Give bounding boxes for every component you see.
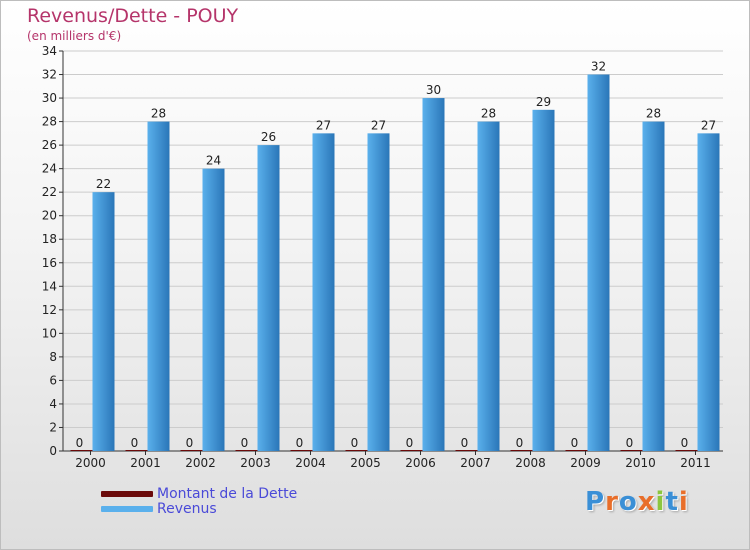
x-tick-label: 2011 [680, 456, 711, 470]
x-tick-label: 2001 [130, 456, 161, 470]
data-label-dette: 0 [681, 436, 689, 450]
legend-item-revenus: Revenus [101, 501, 217, 517]
bar-dette [620, 450, 643, 451]
data-label-revenus: 32 [591, 60, 606, 74]
bar-dette [455, 450, 478, 451]
bar-dette [180, 450, 203, 451]
y-tick-label: 12 [42, 303, 57, 317]
y-tick-label: 2 [49, 420, 57, 434]
data-label-dette: 0 [296, 436, 304, 450]
logo-letter: i [655, 487, 666, 517]
y-tick-label: 8 [49, 350, 57, 364]
bar-revenus [367, 133, 390, 451]
y-tick-label: 26 [42, 138, 57, 152]
x-tick-label: 2008 [515, 456, 546, 470]
bar-dette [565, 450, 588, 451]
legend-swatch-revenus [101, 506, 153, 512]
data-label-dette: 0 [626, 436, 634, 450]
bar-dette [70, 450, 93, 451]
chart-subtitle: (en milliers d'€) [27, 29, 122, 43]
legend-label-revenus: Revenus [157, 501, 217, 517]
data-label-revenus: 26 [261, 130, 276, 144]
data-label-dette: 0 [571, 436, 579, 450]
data-label-dette: 0 [241, 436, 249, 450]
y-tick-label: 14 [42, 279, 57, 293]
data-label-revenus: 22 [96, 177, 111, 191]
data-label-revenus: 27 [316, 118, 331, 132]
bar-dette [345, 450, 368, 451]
x-tick-label: 2002 [185, 456, 216, 470]
data-label-revenus: 27 [701, 118, 716, 132]
bar-dette [235, 450, 258, 451]
y-tick-label: 18 [42, 232, 57, 246]
y-tick-label: 24 [42, 162, 57, 176]
y-tick-label: 22 [42, 185, 57, 199]
x-tick-label: 2006 [405, 456, 436, 470]
data-label-revenus: 28 [151, 107, 166, 121]
bar-revenus [147, 121, 170, 452]
y-tick-label: 32 [42, 68, 57, 82]
bar-dette [675, 450, 698, 451]
logo-letter: P [585, 487, 606, 517]
data-label-dette: 0 [76, 436, 84, 450]
data-label-revenus: 28 [481, 107, 496, 121]
bar-revenus [587, 74, 610, 451]
bar-revenus [257, 145, 280, 451]
x-tick-label: 2004 [295, 456, 326, 470]
data-label-revenus: 28 [646, 107, 661, 121]
legend-swatch-dette [101, 491, 153, 497]
legend-label-dette: Montant de la Dette [157, 486, 298, 502]
proxiti-logo: Proxiti [585, 487, 689, 517]
chart-title: Revenus/Dette - POUY [27, 5, 239, 27]
y-tick-label: 0 [49, 444, 57, 458]
logo-letter: t [665, 487, 679, 517]
x-tick-label: 2009 [570, 456, 601, 470]
bar-dette [400, 450, 423, 451]
x-tick-label: 2003 [240, 456, 271, 470]
y-tick-label: 20 [42, 209, 57, 223]
data-label-dette: 0 [131, 436, 139, 450]
y-tick-label: 10 [42, 326, 57, 340]
logo-letter: o [618, 487, 638, 517]
logo-letter: i [678, 487, 689, 517]
x-tick-label: 2000 [75, 456, 106, 470]
logo-letter: x [637, 487, 656, 517]
bar-dette [125, 450, 148, 451]
y-tick-label: 6 [49, 373, 57, 387]
bar-revenus [92, 192, 115, 452]
bar-revenus [202, 168, 225, 451]
x-tick-label: 2007 [460, 456, 491, 470]
bar-revenus [422, 98, 445, 451]
logo-letter: r [605, 487, 619, 517]
data-label-revenus: 30 [426, 83, 441, 97]
bar-revenus [312, 133, 335, 451]
y-tick-label: 30 [42, 91, 57, 105]
legend-item-dette: Montant de la Dette [101, 486, 297, 502]
y-tick-label: 34 [42, 44, 57, 58]
bar-dette [290, 450, 313, 451]
bar-dette [510, 450, 533, 451]
bar-revenus [642, 121, 665, 452]
x-tick-label: 2005 [350, 456, 381, 470]
y-tick-label: 28 [42, 115, 57, 129]
data-label-dette: 0 [186, 436, 194, 450]
data-label-revenus: 29 [536, 95, 551, 109]
bar-revenus [477, 121, 500, 452]
data-label-dette: 0 [406, 436, 414, 450]
data-label-dette: 0 [351, 436, 359, 450]
y-tick-label: 4 [49, 397, 57, 411]
data-label-dette: 0 [461, 436, 469, 450]
data-label-revenus: 27 [371, 118, 386, 132]
y-tick-label: 16 [42, 256, 57, 270]
data-label-dette: 0 [516, 436, 524, 450]
x-tick-label: 2010 [625, 456, 656, 470]
bar-revenus [697, 133, 720, 451]
data-label-revenus: 24 [206, 154, 221, 168]
bar-revenus [532, 109, 555, 451]
